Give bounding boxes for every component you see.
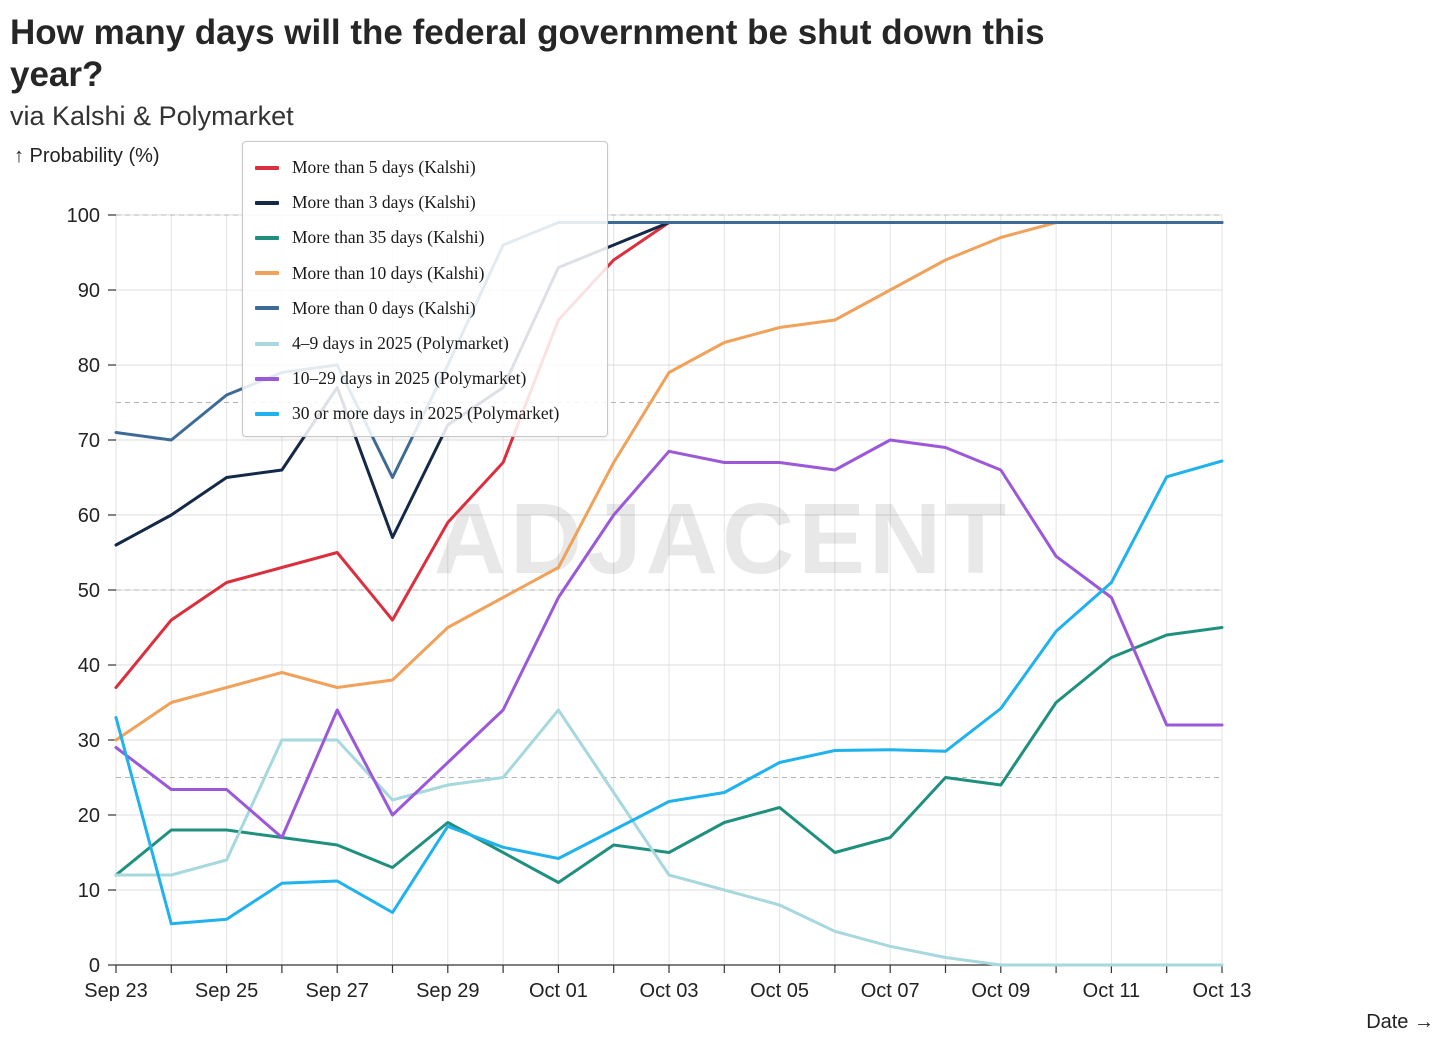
axes: 0 10 20 30 40 50 60 70 80 90 100 Sep 23 Sep 25 Sep 27… [67,205,1252,1002]
y-axis-label: ↑ Probability (%) [14,145,160,167]
grid [115,214,1223,966]
y-tick-label: 80 [78,355,100,377]
legend-label: More than 5 days (Kalshi) [292,157,476,178]
legend-swatch [255,376,279,381]
legend-label: More than 3 days (Kalshi) [292,192,476,213]
legend-swatch [255,411,279,416]
legend-label: 4–9 days in 2025 (Polymarket) [292,333,509,354]
y-tick-label: 90 [78,280,100,302]
x-tick-label: Sep 25 [195,980,258,1002]
x-tick-label: Oct 01 [529,980,588,1002]
y-tick-label: 0 [89,955,100,977]
y-tick-label: 50 [78,580,100,602]
x-tick-label: Oct 03 [640,980,699,1002]
chart-title: How many days will the federal governmen… [10,13,1045,94]
legend-item: More than 0 days (Kalshi) [243,291,607,326]
x-tick-label: Sep 27 [306,980,369,1002]
legend-item: More than 35 days (Kalshi) [243,220,607,255]
x-axis-label: Date → [1366,1011,1434,1033]
y-tick-label: 40 [78,655,100,677]
series-lines [114,221,1224,967]
legend-swatch [255,200,279,205]
y-tick-label: 100 [67,205,100,227]
legend-item: More than 10 days (Kalshi) [243,256,607,291]
legend-label: 10–29 days in 2025 (Polymarket) [292,368,527,389]
legend-label: More than 0 days (Kalshi) [292,297,476,318]
legend-label: More than 35 days (Kalshi) [292,227,485,248]
legend-item: 4–9 days in 2025 (Polymarket) [243,326,607,361]
x-tick-label: Oct 13 [1193,980,1252,1002]
x-tick-label: Oct 11 [1083,980,1140,1002]
y-tick-label: 30 [78,730,100,752]
legend-item: 30 or more days in 2025 (Polymarket) [243,396,607,431]
chart-legend: More than 5 days (Kalshi) More than 3 day… [242,141,608,437]
y-tick-label: 20 [78,805,100,827]
legend-swatch [255,341,279,346]
legend-swatch [255,271,279,276]
legend-swatch [255,165,279,170]
legend-label: More than 10 days (Kalshi) [292,262,485,283]
x-tick-label: Oct 05 [750,980,809,1002]
x-tick-label: Oct 07 [861,980,920,1002]
series-line [114,459,1224,926]
x-tick-label: Oct 09 [971,980,1030,1002]
legend-label: 30 or more days in 2025 (Polymarket) [292,403,560,424]
watermark: ADJACENT [434,483,1010,595]
series-line [114,626,1224,884]
series-line [114,438,1224,839]
x-tick-label: Sep 23 [84,980,147,1002]
y-tick-label: 70 [78,430,100,452]
y-tick-label: 10 [78,880,100,902]
legend-item: More than 3 days (Kalshi) [243,185,607,220]
series-line [114,708,1224,967]
legend-item: More than 5 days (Kalshi) [243,150,607,185]
series-line [114,221,1224,742]
legend-item: 10–29 days in 2025 (Polymarket) [243,361,607,396]
chart-subtitle: via Kalshi & Polymarket [10,101,294,131]
legend-swatch [255,235,279,240]
x-tick-label: Sep 29 [416,980,479,1002]
y-tick-label: 60 [78,505,100,527]
legend-swatch [255,306,279,311]
